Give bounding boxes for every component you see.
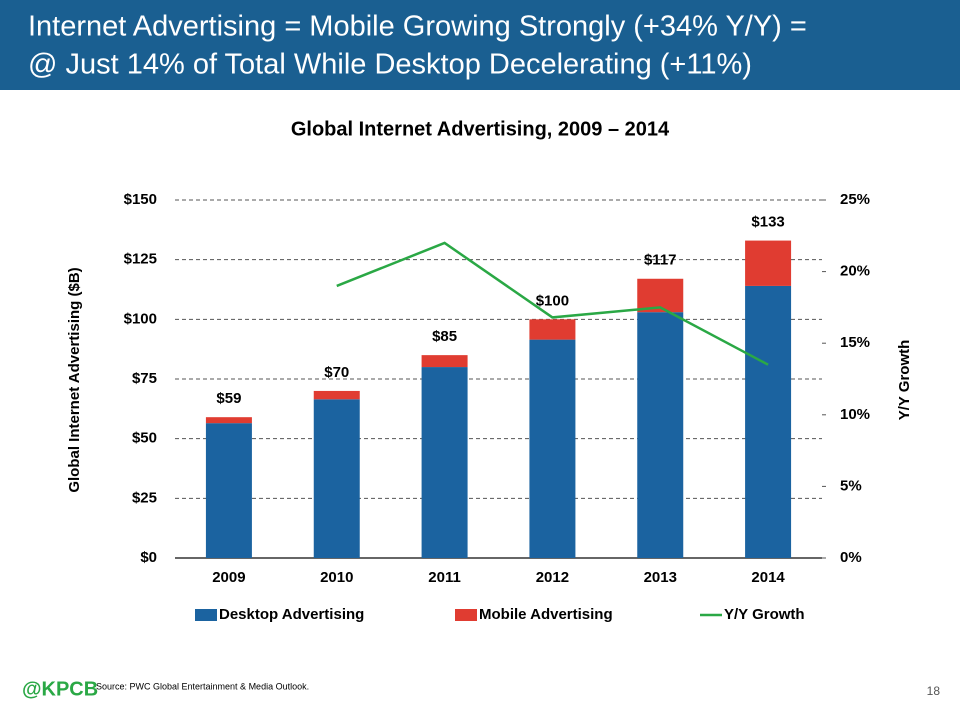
- y-axis-label: Global Internet Advertising ($B): [66, 267, 83, 492]
- x-tick-label: 2012: [536, 569, 569, 586]
- y-tick-label: $50: [132, 430, 157, 447]
- title-line: @ Just 14% of Total While Desktop Decele…: [28, 49, 752, 81]
- legend-label: Y/Y Growth: [724, 606, 805, 623]
- y2-tick-label: 20%: [840, 263, 870, 280]
- y-tick-label: $125: [124, 251, 157, 268]
- total-label: $59: [216, 390, 241, 407]
- total-label: $100: [536, 292, 569, 309]
- legend-label: Mobile Advertising: [479, 606, 613, 623]
- bar-segment: [637, 312, 684, 558]
- x-tick-label: 2013: [644, 569, 677, 586]
- y-tick-label: $100: [124, 310, 157, 327]
- x-tick-label: 2010: [320, 569, 353, 586]
- y2-tick-label: 10%: [840, 406, 870, 423]
- x-tick-label: 2009: [212, 569, 245, 586]
- bar-segment: [313, 399, 360, 558]
- bar-segment: [421, 367, 468, 558]
- y2-tick-label: 0%: [840, 549, 862, 566]
- x-tick-label: 2011: [428, 569, 461, 586]
- bar-segment: [529, 339, 576, 558]
- bar-segment: [313, 390, 360, 400]
- header-band: [0, 0, 960, 90]
- bar-segment: [205, 423, 252, 558]
- y-tick-label: $150: [124, 191, 157, 208]
- legend-label: Desktop Advertising: [219, 606, 364, 623]
- total-label: $85: [432, 328, 457, 345]
- y2-axis-label: Y/Y Growth: [896, 340, 913, 421]
- bar-segment: [745, 240, 792, 286]
- bar-segment: [745, 285, 792, 558]
- page-number: 18: [927, 684, 941, 698]
- y2-tick-label: 5%: [840, 477, 862, 494]
- y-tick-label: $75: [132, 370, 157, 387]
- chart-title: Global Internet Advertising, 2009 – 2014: [291, 118, 670, 140]
- total-label: $133: [751, 214, 784, 231]
- y-tick-label: $0: [140, 549, 157, 566]
- title-line: Internet Advertising = Mobile Growing St…: [28, 11, 807, 43]
- legend-swatch: [195, 609, 217, 621]
- legend-swatch: [455, 609, 477, 621]
- bar-segment: [205, 417, 252, 424]
- logo: @KPCB: [22, 678, 98, 700]
- x-tick-label: 2014: [751, 569, 785, 586]
- bar-segment: [529, 319, 576, 340]
- total-label: $70: [324, 364, 349, 381]
- y2-tick-label: 15%: [840, 334, 870, 351]
- bar-segment: [421, 355, 468, 368]
- y2-tick-label: 25%: [840, 191, 870, 208]
- y-tick-label: $25: [132, 489, 157, 506]
- source: Source: PWC Global Entertainment & Media…: [96, 681, 309, 691]
- growth-line: [336, 241, 769, 366]
- total-label: $117: [644, 252, 677, 269]
